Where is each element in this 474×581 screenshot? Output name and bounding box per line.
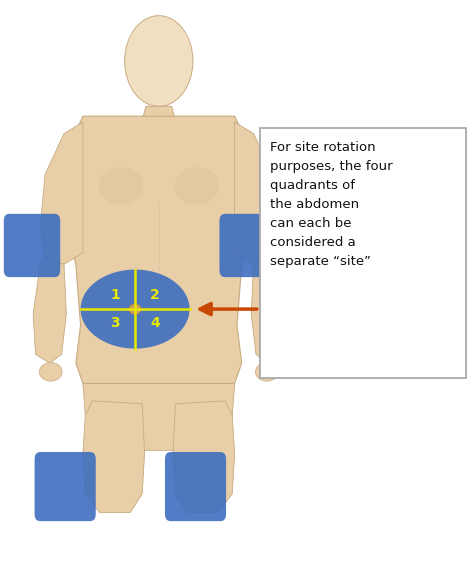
Polygon shape xyxy=(83,401,145,512)
Ellipse shape xyxy=(125,16,193,106)
Ellipse shape xyxy=(99,167,143,205)
Text: For site rotation
purposes, the four
quadrants of
the abdomen
can each be
consid: For site rotation purposes, the four qua… xyxy=(270,141,393,268)
Polygon shape xyxy=(173,401,235,512)
Ellipse shape xyxy=(127,19,191,83)
Polygon shape xyxy=(40,122,83,264)
Ellipse shape xyxy=(39,363,62,381)
FancyBboxPatch shape xyxy=(4,214,60,277)
FancyBboxPatch shape xyxy=(35,452,96,521)
Ellipse shape xyxy=(81,270,190,349)
Polygon shape xyxy=(83,383,235,450)
Ellipse shape xyxy=(129,304,141,314)
Text: 4: 4 xyxy=(150,316,160,330)
FancyBboxPatch shape xyxy=(260,128,466,378)
FancyBboxPatch shape xyxy=(219,214,276,277)
Ellipse shape xyxy=(174,167,219,205)
Polygon shape xyxy=(33,259,66,363)
Polygon shape xyxy=(235,122,277,264)
Polygon shape xyxy=(62,116,256,383)
Text: 2: 2 xyxy=(150,288,160,302)
FancyBboxPatch shape xyxy=(165,452,226,521)
Ellipse shape xyxy=(255,363,278,381)
Text: 1: 1 xyxy=(110,288,120,302)
Polygon shape xyxy=(142,106,175,120)
Text: 3: 3 xyxy=(110,316,120,330)
Polygon shape xyxy=(251,259,284,363)
